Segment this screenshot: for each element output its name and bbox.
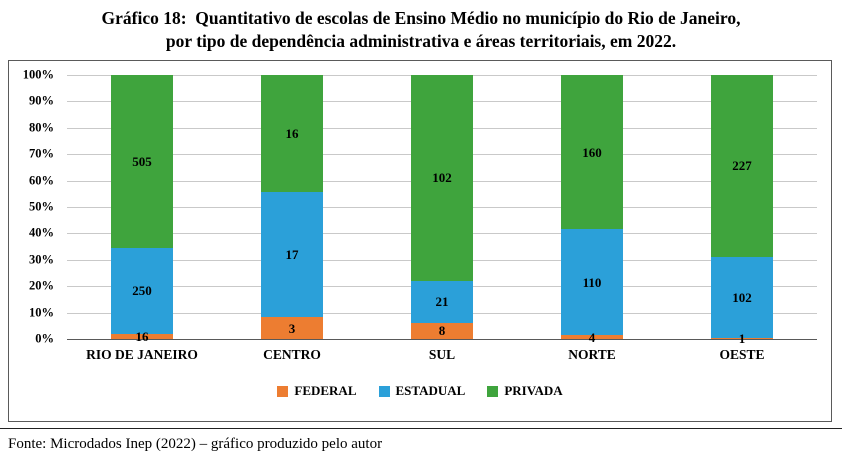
y-axis-tick-label: 80%: [29, 120, 54, 135]
legend-swatch-privada: [487, 385, 499, 397]
x-axis-category-label: SUL: [428, 347, 456, 362]
bar-segment-estadual: 21: [411, 280, 473, 323]
legend-label: PRIVADA: [504, 383, 563, 398]
x-axis-category-label: RIO DE JANEIRO: [86, 347, 198, 362]
bar-slot: 3 17 16: [217, 75, 367, 339]
bar-value-label: 102: [432, 170, 452, 186]
bar-segment-privada: 160: [561, 75, 623, 230]
y-axis-labels: 100% 90% 80% 70% 60% 50% 40% 30% 20% 10% 0%: [9, 68, 61, 346]
stacked-bar-rio-de-janeiro: 16 250 505: [111, 75, 173, 343]
bar-segment-estadual: 110: [561, 229, 623, 336]
y-axis-tick-label: 0%: [35, 331, 54, 346]
bar-slot: 1 102 227: [667, 75, 817, 345]
y-axis-tick-label: 60%: [29, 173, 54, 188]
bar-value-label: 21: [435, 294, 449, 310]
bar-value-label: 3: [288, 320, 296, 336]
bar-value-label: 505: [132, 153, 152, 169]
bar-value-label: 17: [285, 247, 299, 263]
x-axis-category-label: CENTRO: [263, 347, 321, 362]
footer-divider: [0, 428, 842, 429]
y-axis-tick-label: 90%: [29, 93, 54, 108]
plot-area: 16 250 505 3 17 16 8 21 102 4 110 160 1 102 227: [67, 75, 817, 345]
bar-segment-privada: 227: [711, 75, 773, 257]
legend-label: ESTADUAL: [395, 383, 466, 398]
y-axis-tick-label: 10%: [29, 305, 54, 320]
y-axis-tick-label: 40%: [29, 225, 54, 240]
bar-value-label: 102: [732, 289, 752, 305]
legend-swatch-federal: [277, 385, 289, 397]
bar-value-label: 110: [582, 274, 602, 290]
bar-segment-privada: 505: [111, 75, 173, 248]
bar-slot: 4 110 160: [517, 75, 667, 344]
bars: 16 250 505 3 17 16 8 21 102 4 110 160 1 102 227: [67, 75, 817, 345]
stacked-bar-oeste: 1 102 227: [711, 75, 773, 345]
bar-value-label: 16: [135, 328, 149, 344]
stacked-bar-norte: 4 110 160: [561, 75, 623, 344]
bar-value-label: 4: [588, 329, 596, 345]
legend-item-estadual: ESTADUAL: [378, 383, 466, 399]
stacked-bar-sul: 8 21 102: [411, 75, 473, 339]
bar-value-label: 250: [132, 283, 152, 299]
legend-item-privada: PRIVADA: [487, 383, 563, 399]
chart-title: Gráfico 18: Quantitativo de escolas de E…: [0, 0, 842, 53]
legend-label: FEDERAL: [294, 383, 357, 398]
y-axis-tick-label: 50%: [29, 199, 54, 214]
stacked-bar-centro: 3 17 16: [261, 75, 323, 339]
y-axis-tick-label: 70%: [29, 146, 54, 161]
legend: FEDERAL ESTADUAL PRIVADA: [9, 383, 831, 399]
bar-value-label: 16: [285, 126, 299, 142]
y-axis-tick-label: 30%: [29, 252, 54, 267]
bar-segment-federal: 3: [261, 317, 323, 339]
bar-segment-federal: 4: [561, 331, 623, 344]
bar-segment-privada: 16: [261, 75, 323, 193]
bar-segment-federal: 1: [711, 332, 773, 345]
chart-frame: 100% 90% 80% 70% 60% 50% 40% 30% 20% 10% 0% 16 250 5…: [8, 60, 832, 422]
source-note: Fonte: Microdados Inep (2022) – gráfico …: [8, 436, 383, 452]
chart-title-line1: Gráfico 18: Quantitativo de escolas de E…: [101, 8, 741, 28]
bar-slot: 8 21 102: [367, 75, 517, 339]
y-axis-tick-label: 100%: [22, 67, 54, 82]
bar-segment-estadual: 250: [111, 247, 173, 334]
bar-segment-federal: 8: [411, 322, 473, 339]
x-axis-category-label: NORTE: [568, 347, 616, 362]
bar-value-label: 160: [582, 144, 602, 160]
bar-value-label: 1: [738, 331, 746, 347]
bar-segment-estadual: 17: [261, 192, 323, 317]
chart-title-line2: por tipo de dependência administrativa e…: [165, 31, 677, 52]
gridline: [67, 339, 817, 340]
bar-value-label: 8: [438, 323, 446, 339]
y-axis-tick-label: 20%: [29, 278, 54, 293]
bar-segment-estadual: 102: [711, 256, 773, 339]
legend-swatch-estadual: [378, 385, 390, 397]
bar-slot: 16 250 505: [67, 75, 217, 343]
bar-segment-privada: 102: [411, 75, 473, 281]
legend-item-federal: FEDERAL: [277, 383, 357, 399]
x-axis-labels: RIO DE JANEIRO CENTRO SUL NORTE OESTE: [67, 347, 817, 363]
bar-segment-federal: 16: [111, 330, 173, 343]
x-axis-category-label: OESTE: [719, 347, 765, 362]
bar-value-label: 227: [732, 158, 752, 174]
